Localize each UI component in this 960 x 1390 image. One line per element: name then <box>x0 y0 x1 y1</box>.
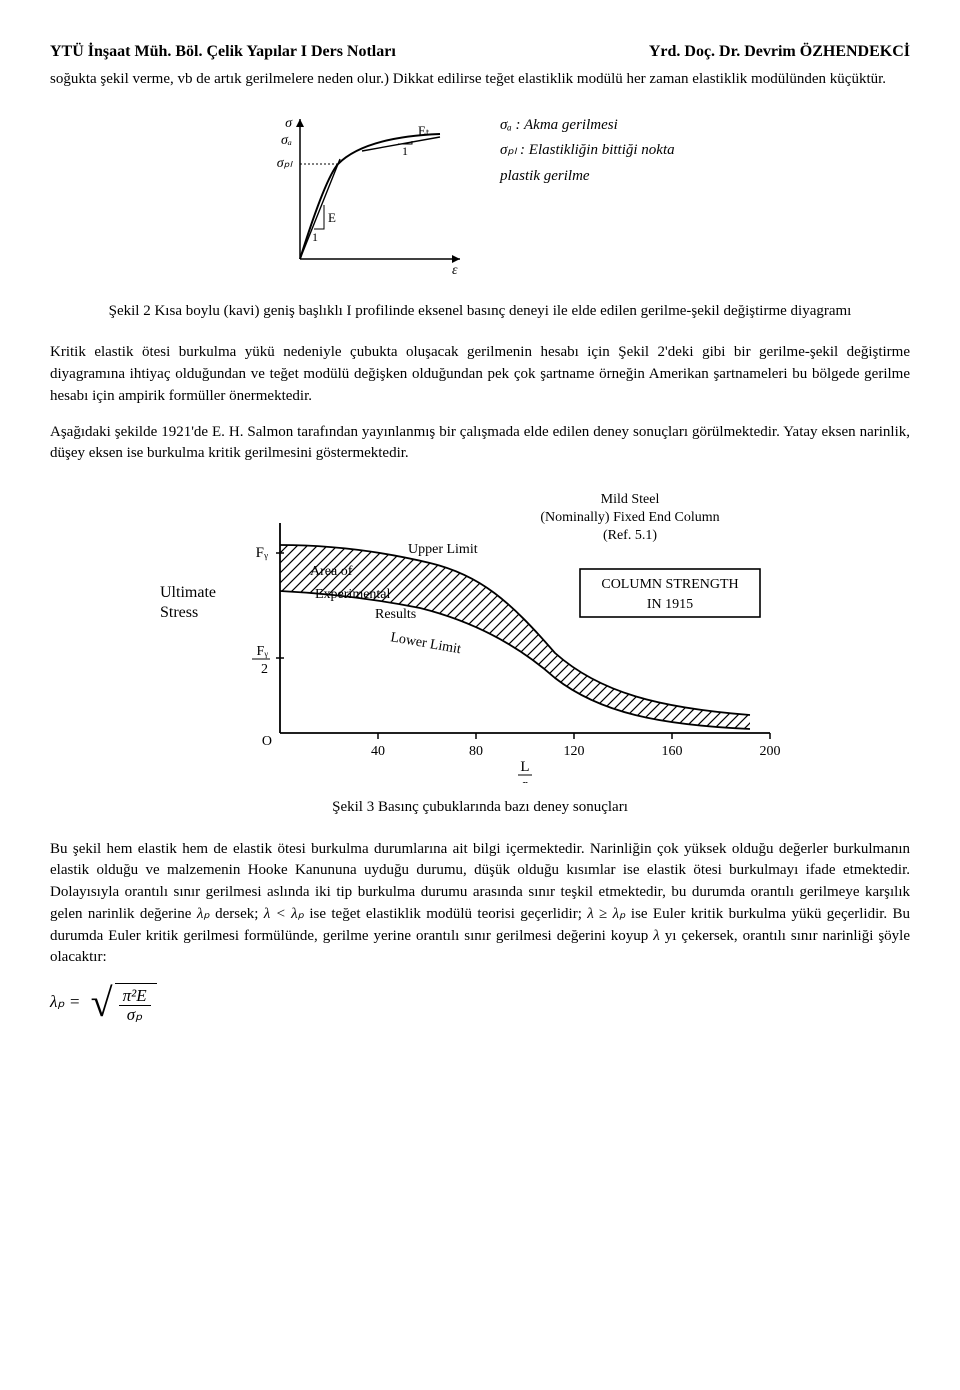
mild-steel-label: Mild Steel (Nominally) Fixed End Column … <box>540 492 719 543</box>
x-ticks: 40 80 120 160 200 <box>371 733 781 759</box>
svg-text:Area of: Area of <box>310 564 353 579</box>
lambda-p-formula: λₚ = √ π²E σₚ <box>50 983 910 1024</box>
fy-half-den: 2 <box>261 662 268 677</box>
svg-text:120: 120 <box>564 744 585 759</box>
et-one-label: 1 <box>402 144 408 158</box>
stress-strain-diagram: σ σₐ σₚₗ Eₜ 1 E 1 ε <box>270 109 470 279</box>
page-header: YTÜ İnşaat Müh. Böl. Çelik Yapılar I Der… <box>50 40 910 63</box>
para-3: Aşağıdaki şekilde 1921'de E. H. Salmon t… <box>50 422 910 466</box>
svg-text:(Nominally) Fixed End Column: (Nominally) Fixed End Column <box>540 510 719 525</box>
svg-text:160: 160 <box>662 744 683 759</box>
header-left: YTÜ İnşaat Müh. Böl. Çelik Yapılar I Der… <box>50 40 396 63</box>
lambda-ge-sym: λ ≥ λₚ <box>587 906 625 922</box>
lambda-lt-sym: λ < λₚ <box>264 906 304 922</box>
et-label: Eₜ <box>418 123 430 138</box>
sigma-a-label: σₐ <box>281 133 292 148</box>
legend-sigma-a: σₐ : Akma gerilmesi <box>500 117 618 133</box>
figure-2-caption: Şekil 3 Basınç çubuklarında bazı deney s… <box>50 797 910 819</box>
initial-tangent-line <box>300 159 340 259</box>
e-slope-icon <box>314 205 324 229</box>
figure-1-legend: σₐ : Akma gerilmesi σₚₗ : Elastikliğin b… <box>470 109 690 190</box>
column-strength-line1: COLUMN STRENGTH <box>601 577 738 592</box>
para4-b: dersek; <box>215 906 264 922</box>
figure-2: Ultimate Stress Fᵧ Fᵧ 2 O 40 80 120 160 … <box>160 483 800 791</box>
svg-text:40: 40 <box>371 744 385 759</box>
formula-num: π²E <box>119 987 151 1006</box>
para-2: Kritik elastik ötesi burkulma yükü neden… <box>50 342 910 407</box>
y-axis-arrow-icon <box>296 119 304 127</box>
svg-text:Upper Limit: Upper Limit <box>408 542 478 557</box>
svg-text:200: 200 <box>760 744 781 759</box>
column-strength-line2: IN 1915 <box>647 597 693 612</box>
para-1: soğukta şekil verme, vb de artık gerilme… <box>50 69 910 91</box>
svg-text:Lower Limit: Lower Limit <box>389 630 462 657</box>
sigma-pl-label: σₚₗ <box>277 156 294 171</box>
figure-1-caption: Şekil 2 Kısa boylu (kavi) geniş başlıklı… <box>50 301 910 323</box>
svg-text:(Ref. 5.1): (Ref. 5.1) <box>603 528 657 543</box>
e-label: E <box>328 210 336 225</box>
sqrt-icon: √ <box>91 983 115 1024</box>
origin-label: O <box>262 734 272 749</box>
stress-strain-curve <box>300 134 440 259</box>
header-right: Yrd. Doç. Dr. Devrim ÖZHENDEKCİ <box>649 40 910 63</box>
para-4: Bu şekil hem elastik hem de elastik ötes… <box>50 839 910 970</box>
figure-1: σ σₐ σₚₗ Eₜ 1 E 1 ε σₐ : Akma gerilmesi … <box>270 109 690 287</box>
x-axis-arrow-icon <box>452 255 460 263</box>
column-strength-chart: Fᵧ Fᵧ 2 O 40 80 120 160 200 <box>160 483 800 783</box>
para4-c: ise teğet elastiklik modülü teorisi geçe… <box>309 906 587 922</box>
fy-half-num: Fᵧ <box>257 644 269 659</box>
x-label-num: L <box>520 759 529 775</box>
lambda-p-sym: λₚ <box>197 906 210 922</box>
legend-sigma-pl: σₚₗ : Elastikliğin bittiği nokta plastik… <box>500 142 675 184</box>
formula-den: σₚ <box>119 1006 151 1024</box>
sigma-label: σ <box>285 116 293 131</box>
fy-label: Fᵧ <box>256 545 268 561</box>
svg-text:80: 80 <box>469 744 483 759</box>
epsilon-label: ε <box>452 263 458 278</box>
e-one-label: 1 <box>312 230 318 244</box>
y-axis-label: Ultimate Stress <box>160 583 216 623</box>
svg-text:Experimental: Experimental <box>315 587 391 602</box>
formula-lhs: λₚ = <box>50 992 80 1011</box>
lambda-sym: λ <box>653 928 660 944</box>
svg-text:Results: Results <box>375 607 416 622</box>
svg-text:Mild Steel: Mild Steel <box>601 492 660 507</box>
x-label-den: r <box>523 777 528 783</box>
